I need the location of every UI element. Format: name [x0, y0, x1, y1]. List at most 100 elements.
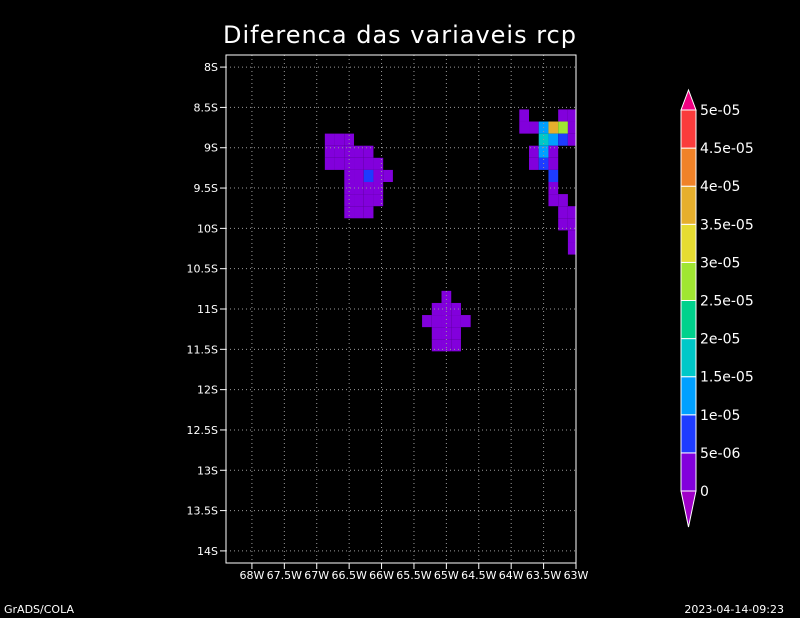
chart-title: Diferenca das variaveis rcp	[223, 21, 577, 49]
heatmap-cell	[558, 121, 568, 134]
heatmap-cell	[548, 121, 559, 134]
heatmap-cell	[558, 133, 568, 146]
heatmap-cell	[441, 339, 452, 352]
heatmap-cell	[451, 315, 461, 328]
heatmap-cell	[567, 133, 576, 146]
heatmap-cell	[451, 302, 461, 316]
heatmap-cell	[548, 157, 559, 170]
heatmap-cell	[548, 133, 559, 146]
heatmap-cell	[441, 327, 452, 340]
y-tick-label: 13S	[197, 464, 218, 477]
heatmap-cell	[548, 169, 559, 182]
heatmap-cell	[431, 327, 442, 340]
x-tick-label: 64W	[499, 569, 524, 582]
heatmap-cell	[519, 121, 530, 134]
heatmap-cells	[324, 109, 576, 352]
heatmap-cell	[373, 169, 384, 182]
colorbar-arrow-high	[680, 88, 697, 111]
heatmap-cell	[431, 302, 442, 316]
y-tick-label: 13.5S	[187, 505, 218, 518]
colorbar-label: 1e-05	[700, 408, 740, 424]
heatmap-cell	[441, 315, 452, 328]
y-tick-label: 9.5S	[194, 182, 218, 195]
heatmap-cell	[422, 315, 432, 328]
colorbar-segment	[680, 185, 697, 225]
x-tick-label: 65W	[434, 569, 459, 582]
x-tick-label: 63W	[564, 569, 589, 582]
colorbar-segment	[680, 109, 697, 149]
heatmap-cell	[451, 339, 461, 352]
heatmap-cell	[363, 157, 374, 170]
colorbar-label: 2.5e-05	[700, 294, 754, 310]
heatmap-cell	[344, 194, 355, 207]
heatmap-cell	[324, 145, 335, 158]
heatmap-cell	[334, 133, 345, 146]
colorbar-segment	[680, 261, 697, 301]
heatmap-cell	[363, 182, 374, 195]
heatmap-cell	[548, 194, 559, 207]
heatmap-cell	[460, 315, 471, 328]
colorbar-segment	[680, 414, 697, 454]
x-tick-label: 66W	[369, 569, 394, 582]
x-tick-label: 64.5W	[461, 569, 496, 582]
heatmap-cell	[567, 218, 576, 231]
colorbar-label: 3e-05	[700, 255, 740, 271]
heatmap-cell	[548, 145, 559, 158]
heatmap-cell	[558, 206, 568, 219]
colorbar-label: 0	[700, 484, 709, 500]
heatmap-cell	[363, 145, 374, 158]
y-tick-label: 11.5S	[187, 343, 218, 356]
heatmap-cell	[344, 182, 355, 195]
colorbar-segment	[680, 223, 697, 263]
colorbar-segment	[680, 147, 697, 187]
colorbar-segment	[680, 338, 697, 378]
heatmap-cell	[334, 145, 345, 158]
heatmap-cell	[354, 206, 364, 219]
y-tick-label: 11S	[197, 303, 218, 316]
heatmap-cell	[363, 169, 374, 182]
heatmap-cell	[431, 315, 442, 328]
heatmap-cell	[431, 339, 442, 352]
heatmap-cell	[354, 157, 364, 170]
heatmap-cell	[373, 157, 384, 170]
colorbar-label: 5e-05	[700, 103, 740, 119]
y-tick-label: 8S	[204, 61, 218, 74]
x-tick-label: 65.5W	[396, 569, 431, 582]
colorbar-label: 5e-06	[700, 446, 740, 462]
heatmap-cell	[373, 194, 384, 207]
heatmap-cell	[558, 218, 568, 231]
colorbar-segment	[680, 452, 697, 492]
heatmap-cell	[324, 157, 335, 170]
y-tick-label: 12.5S	[187, 424, 218, 437]
colorbar-segment	[680, 300, 697, 340]
colorbar: 0 5e-06 1e-05 1.5e-05 2e-05 2.5e-05 3e-05 3.5e-…	[680, 88, 754, 528]
heatmap-cell	[529, 157, 539, 170]
y-tick-label: 12S	[197, 384, 218, 397]
heatmap-cell	[529, 121, 539, 134]
x-tick-label: 66.5W	[331, 569, 366, 582]
y-tick-label: 14S	[197, 545, 218, 558]
heatmap-cell	[441, 290, 452, 303]
y-tick-label: 10S	[197, 222, 218, 235]
heatmap-cell	[519, 109, 530, 122]
y-axis: 8S 8.5S 9S 9.5S 10S 10.5S 11S 11.5S 12S 12.5S 13S 1…	[187, 61, 226, 558]
heatmap-cell	[363, 194, 374, 207]
heatmap-cell	[451, 327, 461, 340]
x-tick-label: 67W	[304, 569, 329, 582]
footer-right-timestamp: 2023-04-14-09:23	[684, 603, 784, 616]
heatmap-cell	[354, 145, 364, 158]
heatmap-cell	[334, 157, 345, 170]
colorbar-arrow-low	[680, 490, 697, 528]
heatmap-cell	[354, 169, 364, 182]
heatmap-cell	[567, 121, 576, 134]
colorbar-segment	[680, 376, 697, 416]
heatmap-cell	[567, 109, 576, 122]
y-tick-label: 10.5S	[187, 263, 218, 276]
y-tick-label: 8.5S	[194, 101, 218, 114]
colorbar-label: 3.5e-05	[700, 217, 754, 233]
heatmap-cell	[363, 206, 374, 219]
heatmap-cell	[383, 169, 393, 182]
colorbar-label: 4e-05	[700, 179, 740, 195]
y-tick-label: 9S	[204, 142, 218, 155]
